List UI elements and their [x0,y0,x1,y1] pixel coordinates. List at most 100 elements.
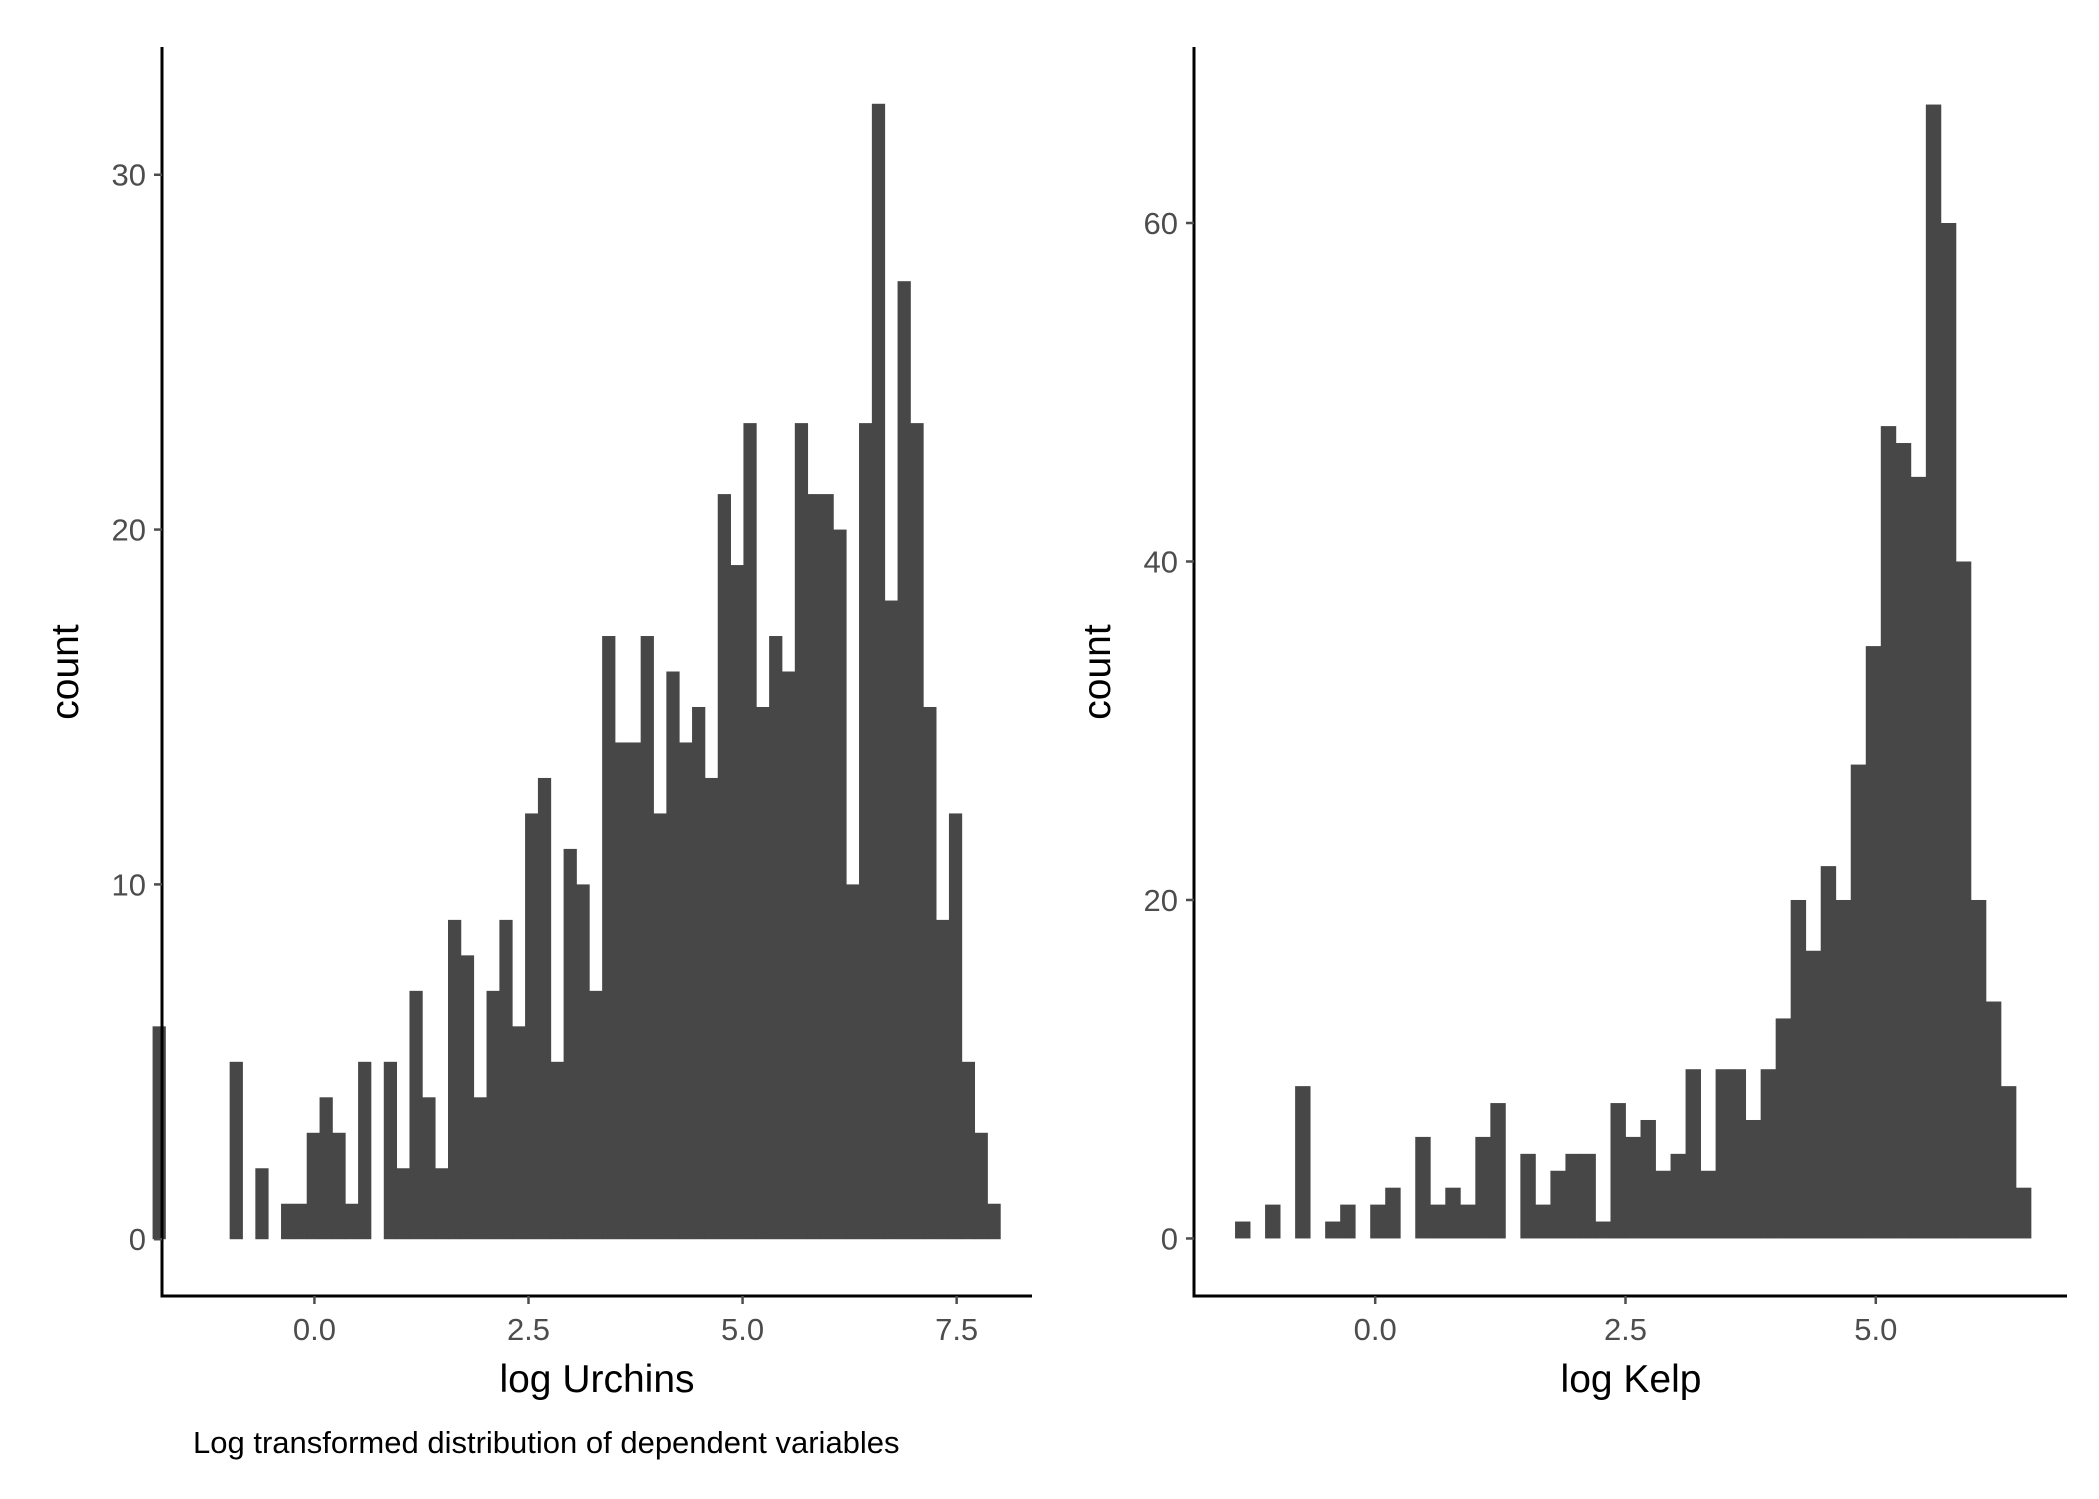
urchins-bar [293,1203,308,1240]
urchins-bar [653,813,667,1240]
urchins-axes [160,47,1032,1298]
kelp-bar [1940,223,1957,1239]
kelp-bar [2015,1187,2032,1239]
kelp-bar [1295,1086,1311,1239]
urchins-bar [794,423,809,1240]
kelp-bar [1715,1069,1732,1239]
urchins-x-tick-label: 0.0 [293,1312,336,1347]
kelp-bar [1610,1103,1626,1239]
urchins-bar [345,1203,359,1240]
kelp-bar [1520,1153,1536,1239]
urchins-bars [152,103,1001,1240]
kelp-bar [1475,1136,1491,1239]
urchins-bar [576,884,590,1240]
kelp-bar [1235,1221,1251,1239]
kelp-bar [1760,1069,1777,1239]
urchins-bar [448,919,462,1240]
kelp-bar [1535,1204,1551,1239]
urchins-bar [512,1026,526,1240]
urchins-bar [383,1061,398,1240]
urchins-bar [717,494,731,1240]
urchins-y-tick-label: 10 [112,867,146,902]
kelp-bar [1430,1204,1446,1239]
kelp-bar [1850,764,1867,1239]
urchins-bar [910,423,924,1240]
kelp-bar [1550,1170,1566,1239]
kelp-bar [1955,561,1972,1239]
urchins-bar [229,1061,243,1240]
urchins-bar [769,636,783,1240]
urchins-bar [807,494,821,1240]
kelp-bar [1415,1136,1431,1239]
kelp-x-tick-label: 5.0 [1854,1312,1897,1347]
kelp-bar [1880,426,1897,1239]
kelp-bar [1565,1153,1581,1239]
kelp-bar [1370,1204,1386,1239]
kelp-bar [1895,443,1912,1239]
kelp-bar [1640,1119,1656,1239]
kelp-bar [1790,899,1807,1239]
kelp-y-ticks: 0 20 40 60 [1144,206,1194,1256]
figure-caption: Log transformed distribution of dependen… [193,1425,900,1460]
kelp-bar [1865,646,1882,1239]
kelp-bar [1775,1018,1792,1239]
urchins-y-ticks: 0 10 20 30 [112,158,162,1257]
urchins-bar [319,1097,333,1240]
urchins-histogram-panel: 0 10 20 30 0.0 2.5 5.0 7.5 log Urchins count [44,47,1032,1401]
kelp-bar [2000,1086,2017,1239]
kelp-bar [1460,1204,1476,1239]
kelp-y-tick-label: 20 [1144,883,1178,918]
kelp-bar [1745,1119,1762,1239]
kelp-x-tick-label: 0.0 [1354,1312,1397,1347]
urchins-bar [948,813,963,1240]
urchins-bar [859,423,873,1240]
kelp-bar [1910,476,1927,1239]
kelp-bar [1445,1187,1461,1239]
kelp-bar [1730,1069,1747,1239]
urchins-bar [692,706,706,1240]
urchins-x-axis-title: log Urchins [499,1358,694,1401]
urchins-bar [730,565,744,1240]
urchins-bar [537,777,552,1240]
kelp-bar [1985,1001,2002,1239]
urchins-x-tick-label: 5.0 [721,1312,764,1347]
kelp-bar [1970,899,1987,1239]
kelp-bar [1835,899,1852,1239]
kelp-x-axis-title: log Kelp [1561,1358,1702,1401]
kelp-bar [1670,1153,1686,1239]
urchins-bar [602,636,616,1240]
kelp-bar [1925,104,1942,1239]
urchins-bar [332,1132,346,1240]
urchins-y-axis-title: count [44,624,87,720]
kelp-histogram-panel: 0 20 40 60 0.0 2.5 5.0 log Kelp count [1076,47,2067,1401]
kelp-bar [1820,866,1837,1239]
urchins-bar [525,813,539,1240]
kelp-x-tick-label: 2.5 [1604,1312,1647,1347]
kelp-bar [1580,1153,1596,1239]
kelp-bars [1235,104,2032,1239]
kelp-bar [1490,1103,1506,1239]
urchins-bar [589,990,603,1240]
urchins-bar [820,494,834,1240]
kelp-bar [1625,1136,1641,1239]
urchins-bar [409,990,423,1240]
urchins-bar [936,919,950,1240]
kelp-bar [1805,950,1822,1239]
urchins-bar [281,1203,295,1240]
urchins-bar [255,1168,269,1240]
kelp-axes [1192,47,2067,1298]
kelp-bar [1595,1221,1611,1239]
urchins-bar [550,1061,564,1240]
urchins-bar [987,1203,1001,1240]
urchins-bar [358,1061,372,1240]
urchins-bar [422,1097,436,1240]
kelp-bar [1340,1204,1356,1239]
urchins-bar [563,848,577,1240]
urchins-x-ticks: 0.0 2.5 5.0 7.5 [293,1296,978,1347]
urchins-bar [923,706,937,1240]
kelp-bar [1385,1187,1401,1239]
kelp-x-ticks: 0.0 2.5 5.0 [1354,1296,1897,1347]
urchins-bar [781,671,796,1240]
